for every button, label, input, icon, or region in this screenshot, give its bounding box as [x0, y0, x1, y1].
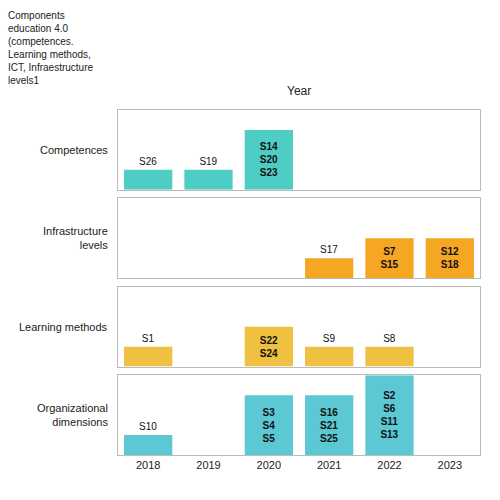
svg-text:2020: 2020 — [257, 459, 281, 471]
svg-text:S14S20S23: S14S20S23 — [260, 141, 278, 178]
svg-text:S3S4S5: S3S4S5 — [263, 407, 276, 444]
svg-text:S1: S1 — [142, 333, 155, 344]
svg-text:S16S21S25: S16S21S25 — [320, 407, 338, 444]
svg-text:S12S18: S12S18 — [441, 246, 459, 270]
svg-text:S26: S26 — [139, 156, 157, 167]
svg-text:Infrastructurelevels: Infrastructurelevels — [43, 225, 108, 251]
svg-text:S8: S8 — [383, 333, 396, 344]
svg-text:Componentseducation 4.0(compet: Componentseducation 4.0(competences.Lear… — [8, 10, 93, 86]
svg-text:S22S24: S22S24 — [260, 335, 278, 359]
svg-text:S10: S10 — [139, 421, 157, 432]
svg-text:S19: S19 — [199, 156, 217, 167]
svg-text:2021: 2021 — [317, 459, 341, 471]
svg-text:2019: 2019 — [196, 459, 220, 471]
svg-text:S2S6S11S13: S2S6S11S13 — [380, 390, 398, 440]
svg-text:S17: S17 — [320, 244, 338, 255]
svg-text:S7S15: S7S15 — [380, 246, 398, 270]
svg-text:S9: S9 — [323, 333, 336, 344]
svg-text:Year: Year — [287, 84, 311, 98]
svg-text:Competences: Competences — [40, 144, 108, 156]
svg-text:2022: 2022 — [377, 459, 401, 471]
svg-text:Organizationaldimensions: Organizationaldimensions — [37, 402, 108, 428]
svg-text:Learning methods: Learning methods — [19, 321, 108, 333]
svg-text:2023: 2023 — [438, 459, 462, 471]
svg-text:2018: 2018 — [136, 459, 160, 471]
